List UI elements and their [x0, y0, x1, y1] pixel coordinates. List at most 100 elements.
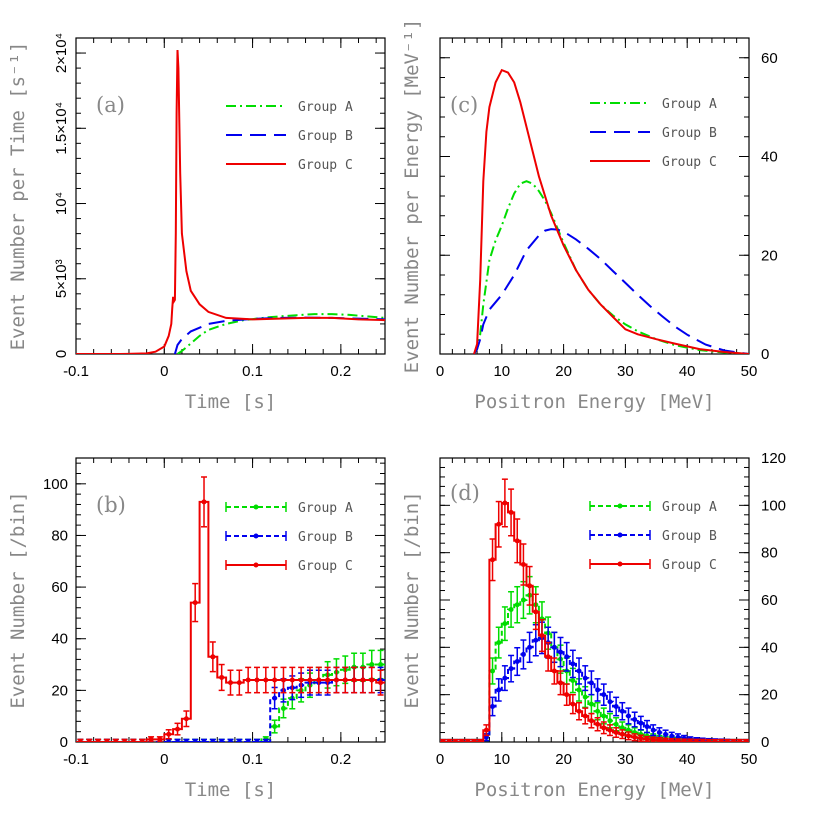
- data-point: [440, 738, 447, 742]
- marker: [546, 680, 551, 685]
- marker: [564, 654, 570, 660]
- marker: [625, 713, 631, 719]
- legend-label: Group B: [662, 529, 717, 544]
- x-axis-title: Time [s]: [185, 779, 277, 801]
- marker: [570, 661, 576, 667]
- marker: [254, 739, 260, 742]
- data-point: [644, 735, 651, 742]
- marker: [533, 609, 539, 615]
- marker: [731, 739, 737, 742]
- marker: [396, 662, 401, 667]
- marker: [576, 668, 582, 674]
- marker: [466, 672, 471, 677]
- data-point: [631, 711, 638, 728]
- marker: [570, 677, 576, 683]
- panel-c-data: [473, 68, 749, 354]
- marker: [458, 672, 463, 677]
- marker: [139, 739, 145, 742]
- y-tick-label: 10⁴: [53, 192, 70, 215]
- marker: [582, 713, 588, 719]
- data-point: [262, 738, 269, 742]
- data-point: [563, 641, 570, 672]
- y-tick-label: 0: [761, 734, 769, 751]
- data-point: [174, 738, 181, 742]
- data-point: [431, 656, 437, 683]
- data-point: [528, 670, 534, 695]
- marker: [459, 739, 465, 742]
- marker: [325, 677, 331, 683]
- marker: [175, 726, 181, 732]
- marker: [192, 600, 198, 606]
- marker: [298, 677, 304, 683]
- x-tick-label: 0.1: [242, 363, 263, 380]
- marker: [490, 704, 496, 709]
- marker: [546, 678, 551, 683]
- series-line: [473, 228, 749, 354]
- data-point: [576, 701, 583, 721]
- legend-marker: [617, 503, 623, 509]
- panel-label: (b): [96, 493, 126, 517]
- marker: [471, 739, 477, 742]
- data-point: [448, 670, 454, 695]
- marker: [360, 677, 366, 683]
- marker: [558, 649, 564, 655]
- data-point: [563, 683, 570, 707]
- marker: [307, 677, 313, 683]
- data-point: [483, 724, 490, 737]
- marker: [440, 680, 445, 685]
- marker: [440, 739, 446, 742]
- marker: [77, 739, 83, 742]
- marker: [280, 677, 286, 683]
- marker: [113, 739, 119, 742]
- marker: [582, 694, 588, 700]
- data-point: [600, 683, 607, 707]
- marker: [582, 675, 588, 681]
- data-point: [613, 727, 620, 739]
- marker: [245, 739, 251, 742]
- marker: [520, 651, 526, 657]
- y-axis-title: Event Number [/bin]: [401, 491, 423, 708]
- marker: [564, 692, 570, 698]
- data-point: [174, 722, 181, 736]
- x-tick-label: 20: [555, 751, 572, 768]
- legend-label: Group A: [662, 500, 717, 515]
- legend-label: Group B: [662, 126, 717, 141]
- marker: [378, 662, 384, 668]
- marker: [650, 727, 656, 733]
- marker: [183, 716, 189, 722]
- data-point: [386, 670, 392, 695]
- x-tick-label: 0.1: [242, 751, 263, 768]
- data-point: [464, 738, 471, 742]
- data-point: [103, 738, 110, 742]
- data-point: [457, 667, 463, 692]
- marker: [669, 733, 675, 739]
- legend-label: Group A: [298, 100, 353, 115]
- data-point: [95, 738, 102, 742]
- marker: [466, 680, 471, 685]
- data-point: [475, 662, 481, 688]
- data-point: [526, 631, 533, 664]
- panel-label: (a): [96, 93, 125, 117]
- marker: [551, 644, 557, 650]
- panel-c-frame: [439, 37, 750, 355]
- y-tick-label: 40: [51, 631, 68, 648]
- data-point: [537, 667, 543, 692]
- x-tick-label: 0: [160, 751, 168, 768]
- data-point: [650, 724, 657, 737]
- y-tick-label: 80: [51, 527, 68, 544]
- marker: [663, 738, 669, 742]
- data-point: [687, 738, 694, 742]
- marker: [644, 736, 650, 742]
- data-point: [262, 666, 269, 694]
- marker: [236, 739, 242, 742]
- marker: [681, 739, 687, 742]
- data-point: [386, 667, 392, 692]
- marker: [465, 739, 471, 742]
- data-point: [368, 666, 375, 694]
- x-tick-label: 0: [160, 363, 168, 380]
- marker: [656, 737, 662, 742]
- data-point: [538, 618, 545, 653]
- data-point: [508, 591, 515, 628]
- marker: [263, 677, 269, 683]
- data-point: [209, 738, 216, 742]
